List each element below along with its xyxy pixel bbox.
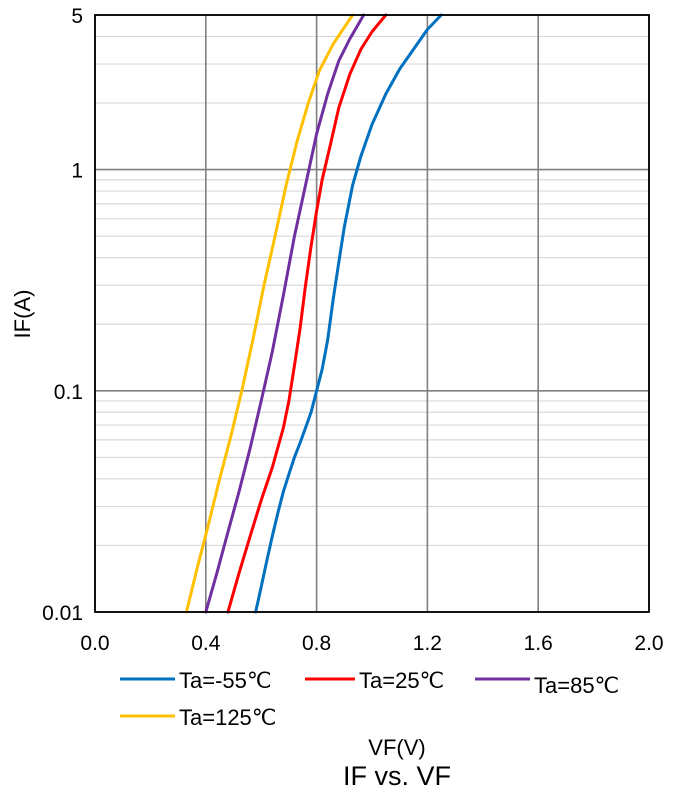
series-line-2 bbox=[226, 13, 388, 614]
y-tick-label: 0.1 bbox=[54, 381, 83, 404]
x-tick-label: 1.2 bbox=[413, 632, 442, 655]
y-tick-label: 5 bbox=[71, 5, 83, 28]
x-tick-label: 1.6 bbox=[524, 632, 553, 655]
legend-label: Ta=125℃ bbox=[179, 705, 277, 730]
plot-border bbox=[94, 14, 650, 613]
legend-label: Ta=-55℃ bbox=[179, 668, 272, 693]
series-line-3 bbox=[204, 13, 366, 614]
x-tick-label: 2.0 bbox=[634, 632, 663, 655]
chart-title: IF vs. VF bbox=[343, 761, 451, 791]
x-tick-label: 0.8 bbox=[302, 632, 331, 655]
plot-frame bbox=[94, 14, 650, 613]
x-tick-labels: 0.0 0.4 0.8 1.2 1.6 2.0 bbox=[80, 632, 663, 655]
y-axis-title: IF(A) bbox=[10, 290, 35, 339]
x-tick-label: 0.4 bbox=[191, 632, 221, 655]
series-line-1 bbox=[254, 13, 443, 614]
y-tick-label: 1 bbox=[71, 160, 83, 183]
minor-gridlines bbox=[95, 35, 649, 547]
y-tick-label: 0.01 bbox=[42, 602, 83, 625]
major-gridlines bbox=[94, 14, 650, 613]
legend-label: Ta=85℃ bbox=[534, 673, 619, 698]
x-tick-label: 0.0 bbox=[80, 632, 109, 655]
legend: Ta=-55℃ Ta=25℃ Ta=85℃ Ta=125℃ bbox=[120, 668, 619, 730]
x-axis-title: VF(V) bbox=[368, 735, 425, 760]
series-lines bbox=[184, 13, 443, 614]
series-line-4 bbox=[184, 13, 355, 614]
legend-label: Ta=25℃ bbox=[359, 668, 444, 693]
y-tick-labels: 0.01 0.1 1 5 bbox=[42, 5, 83, 625]
